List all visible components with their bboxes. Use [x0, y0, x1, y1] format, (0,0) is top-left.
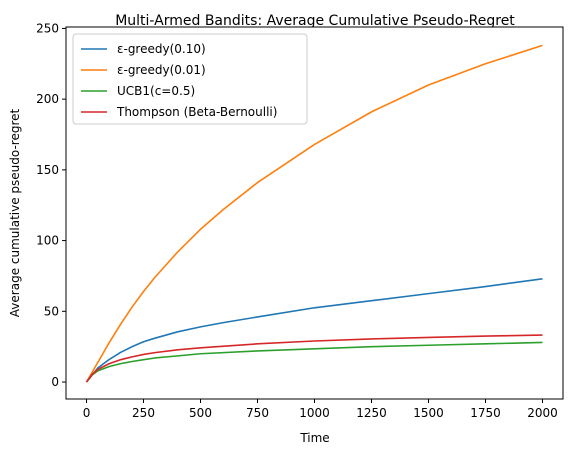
- x-tick-label: 1250: [356, 406, 387, 420]
- legend: ε-greedy(0.10) ε-greedy(0.01) UCB1(c=0.5) T…: [72, 33, 308, 125]
- y-tick-label: 200: [36, 92, 59, 106]
- series-group: [85, 44, 543, 383]
- legend-label: ε-greedy(0.10): [117, 42, 206, 56]
- legend-label: UCB1(c=0.5): [117, 84, 195, 98]
- x-tick-label: 1500: [413, 406, 444, 420]
- y-axis-ticks: 0 50 100 150 200 250: [36, 21, 66, 389]
- x-tick-label: 250: [132, 406, 155, 420]
- y-tick-label: 100: [36, 234, 59, 248]
- x-tick-label: 1750: [470, 406, 501, 420]
- series-line: [85, 334, 543, 383]
- series-line: [85, 44, 543, 383]
- x-tick-label: 500: [189, 406, 212, 420]
- y-tick-label: 150: [36, 163, 59, 177]
- x-tick-label: 750: [246, 406, 269, 420]
- y-tick-label: 0: [51, 375, 59, 389]
- y-tick-label: 250: [36, 21, 59, 35]
- chart-title: Multi-Armed Bandits: Average Cumulative …: [115, 13, 515, 29]
- x-tick-label: 1000: [299, 406, 330, 420]
- legend-box: [72, 33, 308, 125]
- x-tick-label: 2000: [527, 406, 558, 420]
- y-tick-label: 50: [44, 304, 59, 318]
- x-tick-label: 0: [83, 406, 91, 420]
- series-line: [85, 277, 543, 383]
- legend-label: ε-greedy(0.01): [117, 63, 206, 77]
- y-axis-label: Average cumulative pseudo-regret: [8, 109, 22, 318]
- x-axis-ticks: 0 250 500 750 1000 1250 1500 1750 2000: [83, 399, 558, 420]
- x-axis-label: Time: [299, 431, 329, 445]
- series-line: [85, 341, 543, 383]
- legend-label: Thompson (Beta-Bernoulli): [116, 105, 277, 119]
